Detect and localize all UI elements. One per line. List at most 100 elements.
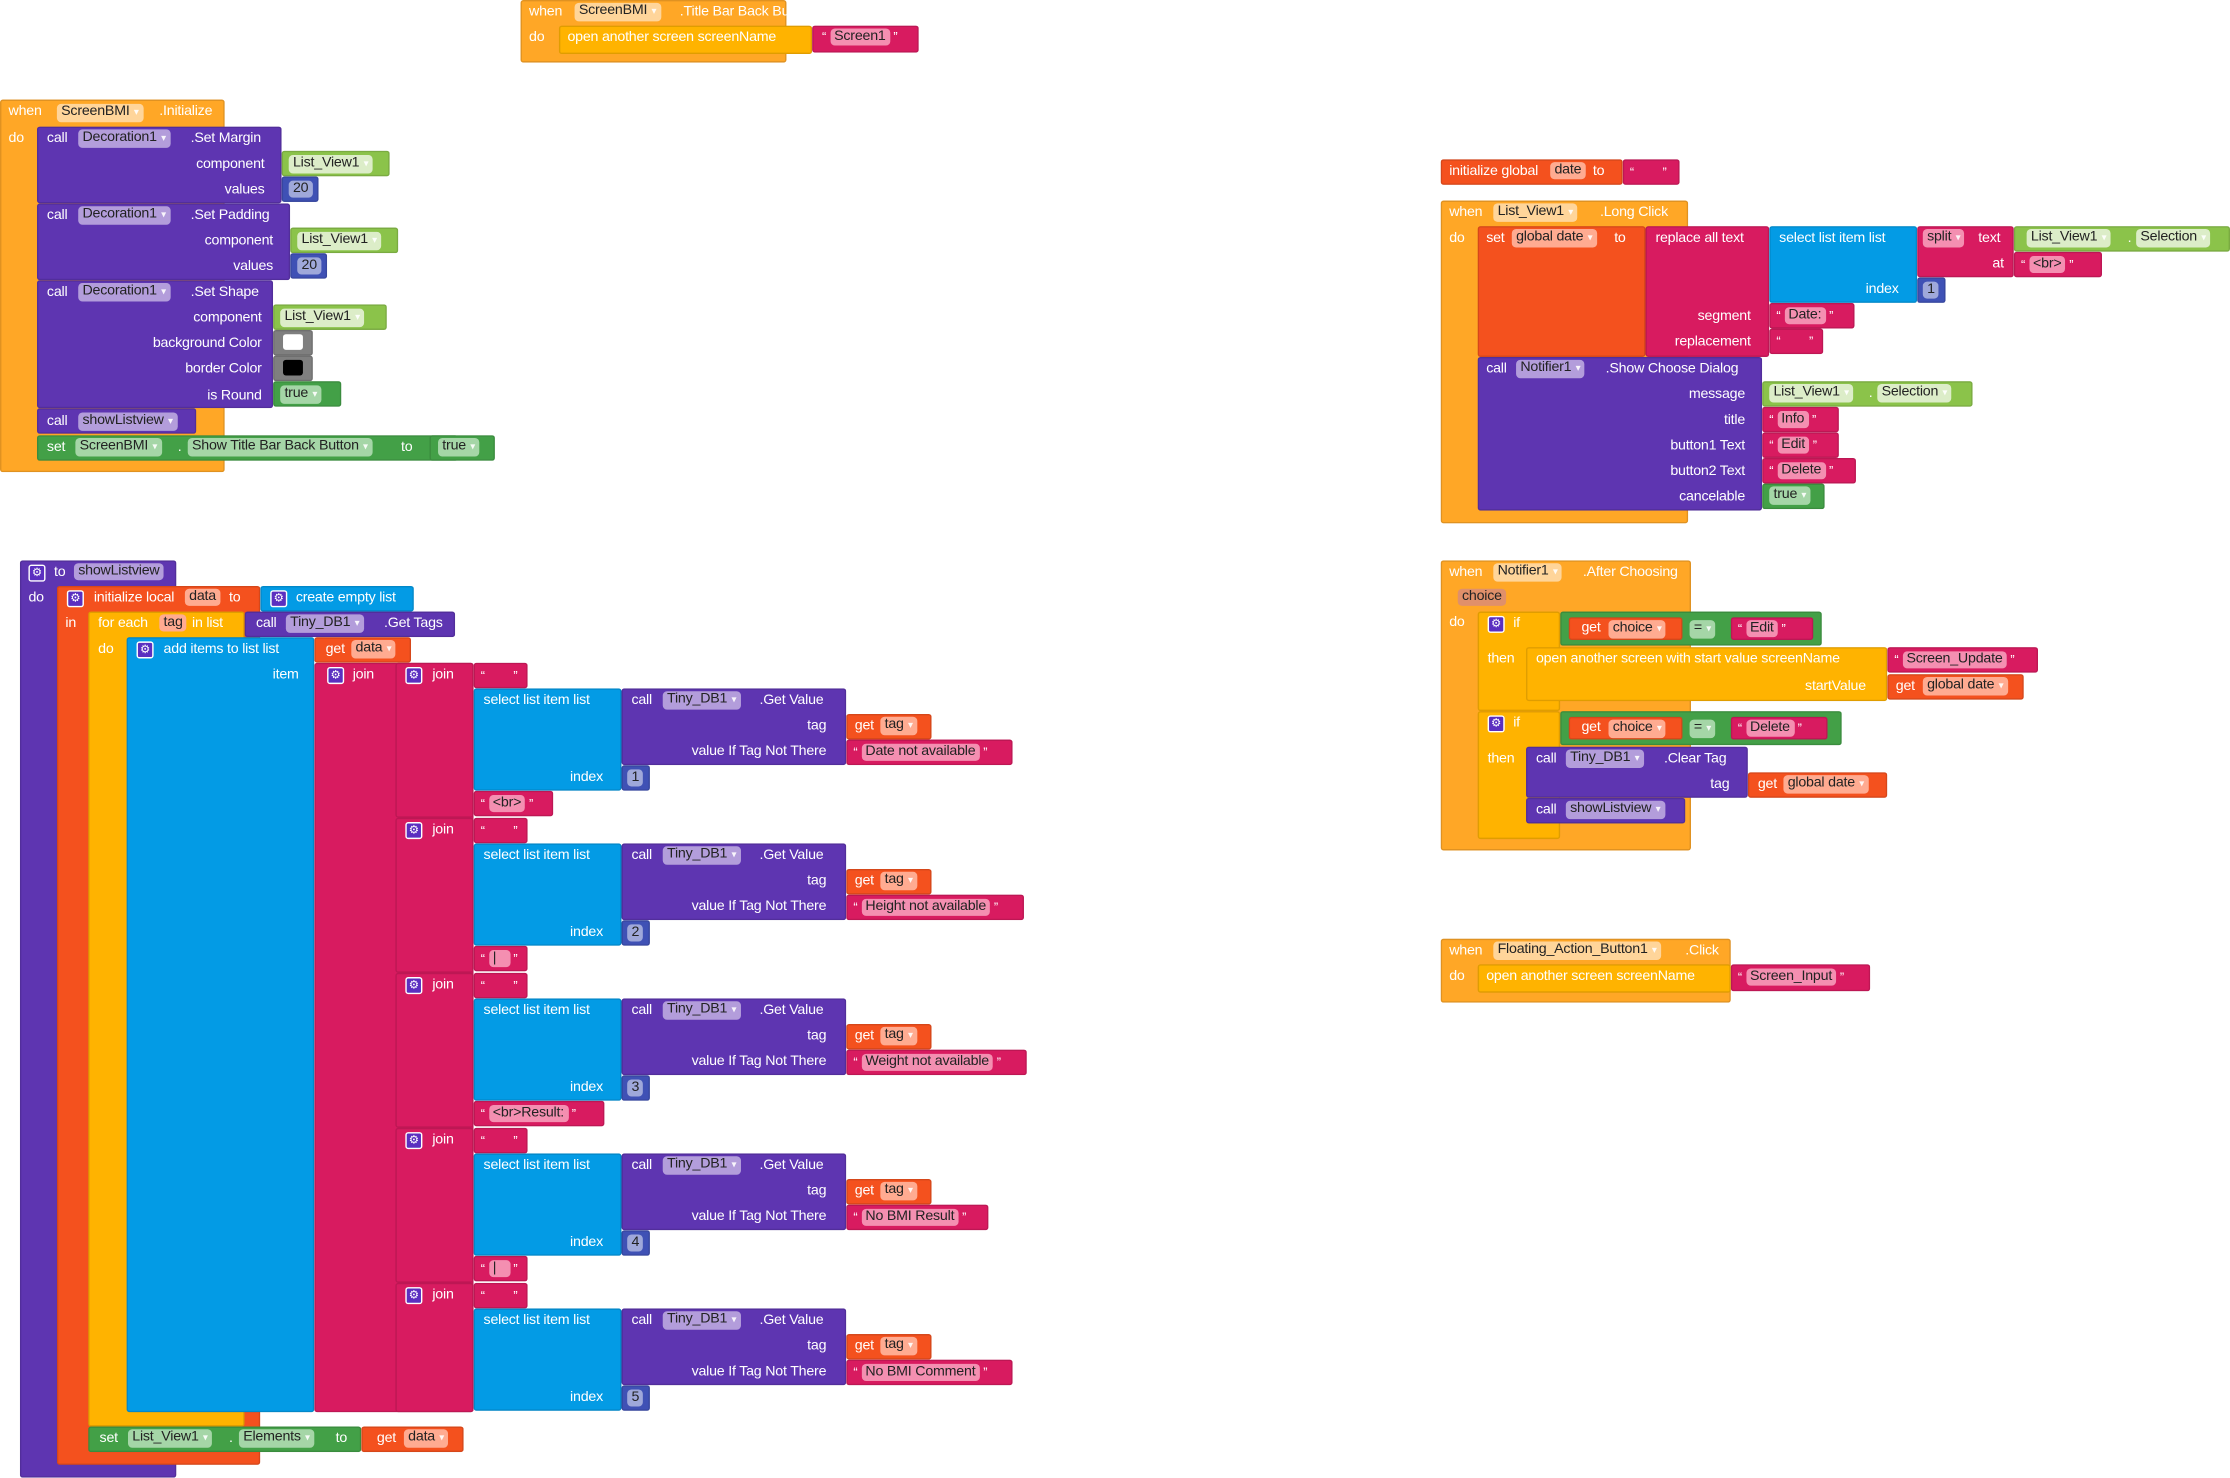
gear-icon[interactable]: ⚙ — [405, 822, 423, 840]
text-block[interactable] — [473, 790, 554, 817]
string-literal[interactable]: “ No BMI Comment ” — [853, 1363, 988, 1381]
string-literal[interactable]: “ Weight not available ” — [853, 1053, 1001, 1071]
procedure-dropdown[interactable]: showListview ▾ — [1565, 800, 1665, 820]
string-value[interactable]: Height not available — [861, 898, 991, 916]
call-set-shape[interactable] — [36, 280, 274, 409]
gear-icon[interactable]: ⚙ — [28, 564, 46, 582]
string-value[interactable]: Edit — [1777, 436, 1810, 454]
string-literal[interactable]: “ Height not available ” — [853, 898, 998, 916]
string-value[interactable]: Delete — [1777, 462, 1826, 480]
text-block[interactable] — [473, 972, 528, 999]
string-literal[interactable]: “ <br> ” — [2021, 255, 2074, 274]
string-literal[interactable]: “ ” — [1776, 333, 1813, 350]
component-dropdown[interactable]: ScreenBMI ▾ — [75, 438, 162, 457]
variable-dropdown[interactable]: choice ▾ — [1608, 719, 1666, 739]
string-literal[interactable]: “ | ” — [481, 1260, 518, 1278]
component-dropdown[interactable]: ScreenBMI ▾ — [56, 103, 143, 123]
string-value[interactable]: | — [488, 950, 510, 968]
select-list-item-block[interactable] — [473, 1308, 622, 1411]
variable-dropdown[interactable]: global date ▾ — [1511, 228, 1597, 248]
text-block[interactable] — [473, 1127, 528, 1154]
gear-icon[interactable]: ⚙ — [136, 641, 154, 659]
string-literal[interactable]: “ Delete ” — [1769, 462, 1833, 480]
initialize-global-block[interactable] — [1440, 159, 1623, 185]
variable-dropdown[interactable]: tag ▾ — [880, 1026, 918, 1046]
component-dropdown[interactable]: Tiny_DB1 ▾ — [662, 1001, 741, 1020]
component-dropdown[interactable]: Tiny_DB1 ▾ — [662, 691, 741, 710]
gear-icon[interactable]: ⚙ — [405, 1132, 423, 1150]
join-block[interactable] — [395, 1127, 474, 1283]
string-literal[interactable]: “ Edit ” — [1738, 620, 1786, 638]
gear-icon[interactable]: ⚙ — [270, 590, 288, 608]
string-literal[interactable]: “ ” — [481, 822, 518, 839]
join-block[interactable] — [395, 662, 474, 818]
component-dropdown[interactable]: Tiny_DB1 ▾ — [1565, 749, 1644, 768]
variable-dropdown[interactable]: tag ▾ — [880, 1181, 918, 1201]
text-block[interactable] — [473, 945, 528, 972]
component-dropdown[interactable]: List_View1 ▾ — [1769, 383, 1854, 403]
variable-dropdown[interactable]: data ▾ — [403, 1429, 449, 1448]
text-block[interactable] — [846, 739, 1013, 766]
gear-icon[interactable]: ⚙ — [1487, 615, 1505, 633]
gear-icon[interactable]: ⚙ — [66, 590, 84, 608]
string-value[interactable]: <br>Result: — [488, 1105, 569, 1123]
component-dropdown[interactable]: List_View1 ▾ — [1493, 203, 1578, 222]
open-screen-with-value-block[interactable] — [1526, 647, 1888, 702]
string-value[interactable]: Delete — [1745, 719, 1795, 737]
call-set-margin[interactable] — [36, 126, 282, 204]
string-value[interactable]: Date: — [1784, 307, 1826, 325]
text-block[interactable] — [473, 1255, 528, 1282]
string-literal[interactable]: “ | ” — [481, 950, 518, 968]
call-show-choose-dialog[interactable] — [1477, 356, 1763, 511]
component-dropdown[interactable]: ScreenBMI ▾ — [574, 2, 661, 22]
variable-dropdown[interactable]: choice ▾ — [1608, 620, 1666, 639]
component-dropdown[interactable]: List_View1 ▾ — [127, 1429, 212, 1448]
variable-dropdown[interactable]: data ▾ — [351, 639, 396, 659]
string-literal[interactable]: “ ” — [481, 1287, 518, 1304]
white-color-swatch[interactable] — [283, 334, 303, 350]
string-value[interactable]: Screen_Update — [1902, 651, 2007, 669]
gear-icon[interactable]: ⚙ — [405, 667, 423, 685]
variable-dropdown[interactable]: tag ▾ — [880, 716, 918, 736]
text-block[interactable] — [473, 817, 528, 844]
component-dropdown[interactable]: Decoration1 ▾ — [78, 129, 171, 148]
operator-dropdown[interactable]: = ▾ — [1689, 719, 1716, 739]
string-value[interactable]: <br> — [488, 795, 526, 813]
gear-icon[interactable]: ⚙ — [405, 977, 423, 995]
select-list-item-block[interactable] — [1769, 226, 1918, 303]
text-block[interactable] — [473, 662, 528, 689]
variable-dropdown[interactable]: tag ▾ — [880, 871, 918, 891]
property-dropdown[interactable]: Selection ▾ — [1877, 383, 1952, 403]
add-items-to-list-block[interactable] — [126, 637, 315, 1413]
string-value[interactable]: Edit — [1745, 620, 1778, 638]
variable-dropdown[interactable]: tag ▾ — [880, 1336, 918, 1356]
select-list-item-block[interactable] — [473, 843, 622, 946]
string-value[interactable]: Screen_Input — [1745, 968, 1837, 986]
text-block[interactable] — [1769, 328, 1824, 355]
string-literal[interactable]: “ Info ” — [1769, 411, 1816, 429]
open-another-screen-block[interactable] — [1477, 964, 1731, 993]
operator-dropdown[interactable]: = ▾ — [1689, 620, 1716, 639]
replace-all-text-block[interactable] — [1645, 226, 1770, 357]
component-dropdown[interactable]: List_View1 ▾ — [297, 231, 382, 251]
component-dropdown[interactable]: Notifier1 ▾ — [1493, 563, 1562, 582]
string-literal[interactable]: “ Screen_Input ” — [1738, 968, 1844, 986]
string-literal[interactable]: “ ” — [1630, 164, 1667, 181]
string-literal[interactable]: “ <br> ” — [481, 795, 533, 813]
variable-dropdown[interactable]: global date ▾ — [1922, 676, 2008, 696]
text-block[interactable] — [1622, 159, 1680, 185]
string-literal[interactable]: “ ” — [481, 977, 518, 994]
property-dropdown[interactable]: Elements ▾ — [238, 1429, 315, 1448]
component-dropdown[interactable]: Decoration1 ▾ — [78, 206, 171, 225]
string-literal[interactable]: “ ” — [481, 667, 518, 684]
component-dropdown[interactable]: Tiny_DB1 ▾ — [662, 1311, 741, 1330]
string-value[interactable]: Date not available — [861, 743, 980, 761]
boolean-dropdown[interactable]: true ▾ — [1769, 486, 1811, 505]
string-literal[interactable]: “ Edit ” — [1769, 436, 1817, 454]
string-literal[interactable]: “ Date: ” — [1776, 307, 1833, 325]
string-literal[interactable]: “ Screen_Update ” — [1894, 651, 2015, 669]
variable-dropdown[interactable]: global date ▾ — [1783, 775, 1869, 794]
string-literal[interactable]: “ Delete ” — [1738, 719, 1802, 737]
component-dropdown[interactable]: Tiny_DB1 ▾ — [662, 1156, 741, 1175]
